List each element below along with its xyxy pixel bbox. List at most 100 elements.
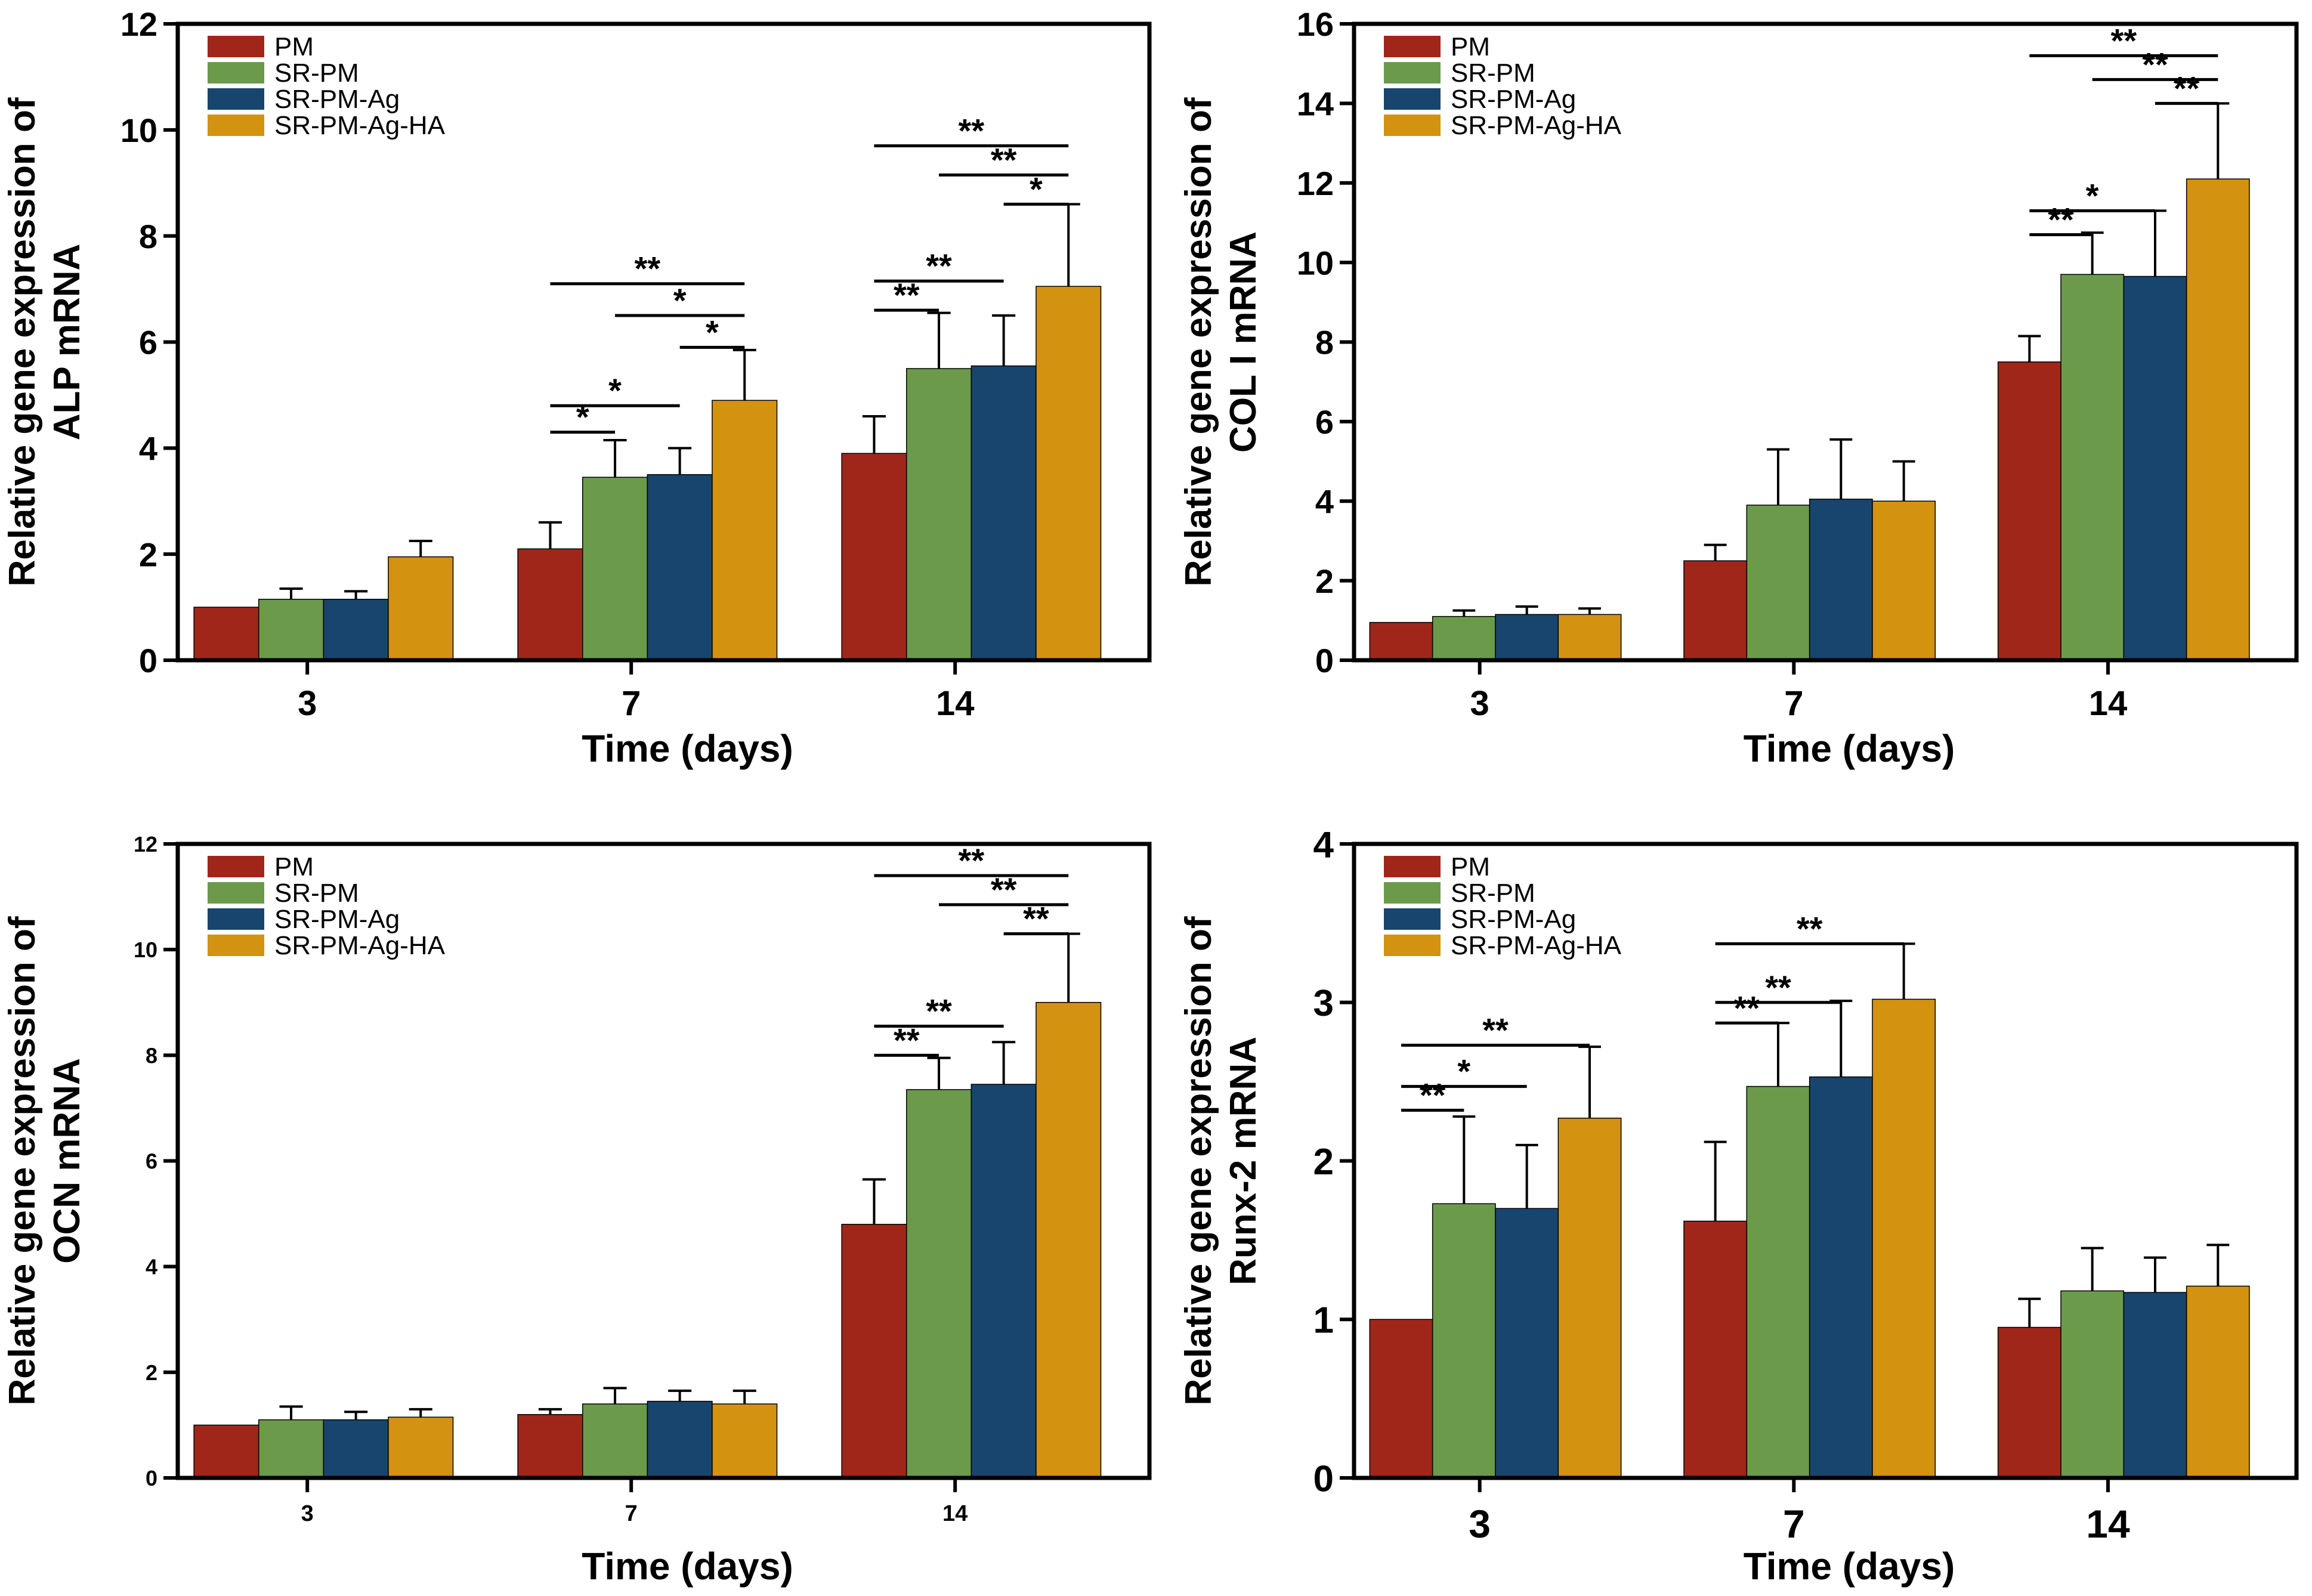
y-tick-label: 4 xyxy=(146,1255,157,1279)
bar-sr-pm-ag-ha-day-7 xyxy=(1872,500,1936,661)
bar-pm-day-7 xyxy=(1683,1220,1748,1479)
legend-label-sr-pm: SR-PM xyxy=(274,58,359,88)
y-tick-label: 10 xyxy=(1297,244,1334,282)
legend-label-sr-pm: SR-PM xyxy=(274,879,359,908)
legend-swatch-pm xyxy=(208,36,264,57)
significance-label: * xyxy=(1457,1053,1470,1090)
bar-sr-pm-ag-ha-day-7 xyxy=(1872,998,1936,1479)
legend-label-sr-pm-ag-ha: SR-PM-Ag-HA xyxy=(274,931,446,960)
legend-swatch-pm xyxy=(208,856,264,877)
legend-label-sr-pm: SR-PM xyxy=(1451,879,1535,908)
x-tick-label: 7 xyxy=(622,684,641,723)
significance-label: ** xyxy=(2111,21,2137,59)
y-axis-label-line2: OCN mRNA xyxy=(47,1058,88,1263)
y-axis-label-line1: Relative gene expression of xyxy=(2,97,43,586)
bar-sr-pm-ag-ha-day-3 xyxy=(388,1416,454,1479)
legend-label-sr-pm-ag: SR-PM-Ag xyxy=(1451,85,1576,114)
bar-sr-pm-ag-day-7 xyxy=(647,474,713,661)
legend-label-sr-pm-ag: SR-PM-Ag xyxy=(1451,905,1576,934)
legend-swatch-sr-pm-ag-ha xyxy=(208,115,264,136)
y-tick-label: 6 xyxy=(1315,403,1334,441)
bar-sr-pm-day-7 xyxy=(582,1403,648,1479)
legend-label-pm: PM xyxy=(1451,852,1490,881)
x-tick-label: 14 xyxy=(2086,1502,2130,1546)
bar-sr-pm-day-7 xyxy=(1746,1085,1810,1479)
y-tick-label: 3 xyxy=(1313,983,1334,1024)
bar-sr-pm-ag-day-14 xyxy=(2123,1292,2187,1479)
significance-label: ** xyxy=(2048,200,2074,238)
legend-swatch-sr-pm-ag-ha xyxy=(208,935,264,956)
legend-swatch-sr-pm xyxy=(1384,62,1441,83)
bar-pm-day-14 xyxy=(841,1224,907,1479)
y-axis-label-line2: COL I mRNA xyxy=(1223,231,1264,453)
legend-label-sr-pm: SR-PM xyxy=(1451,58,1535,88)
legend-swatch-pm xyxy=(1384,36,1441,57)
y-tick-label: 6 xyxy=(146,1149,157,1173)
legend-label-pm: PM xyxy=(1451,32,1490,61)
y-axis-label-line1: Relative gene expression of xyxy=(2,916,43,1405)
bar-sr-pm-day-3 xyxy=(258,1419,324,1479)
y-tick-label: 10 xyxy=(120,112,157,149)
significance-label: * xyxy=(673,282,687,319)
bar-sr-pm-ag-day-3 xyxy=(323,1419,389,1479)
significance-label: * xyxy=(576,398,589,436)
y-tick-label: 0 xyxy=(1313,1458,1334,1499)
x-tick-label: 3 xyxy=(1469,1502,1491,1546)
y-tick-label: 2 xyxy=(139,536,157,573)
bar-sr-pm-ag-day-3 xyxy=(1495,614,1559,661)
bar-sr-pm-ag-day-14 xyxy=(970,1084,1037,1479)
significance-label: * xyxy=(1030,170,1043,208)
bar-sr-pm-day-3 xyxy=(1432,1203,1496,1479)
y-tick-label: 2 xyxy=(1313,1142,1334,1183)
y-axis-label-line1: Relative gene expression of xyxy=(1178,97,1219,586)
bar-sr-pm-ag-day-14 xyxy=(2123,276,2187,661)
significance-label: * xyxy=(706,313,719,351)
y-tick-label: 12 xyxy=(134,832,157,856)
y-axis-label-line1: Relative gene expression of xyxy=(1178,916,1219,1405)
bar-pm-day-7 xyxy=(1683,560,1748,661)
y-tick-label: 0 xyxy=(1315,642,1334,679)
y-tick-label: 1 xyxy=(1313,1300,1334,1341)
legend-label-sr-pm-ag: SR-PM-Ag xyxy=(274,905,400,934)
bar-pm-day-3 xyxy=(193,1424,259,1479)
bar-sr-pm-ag-ha-day-3 xyxy=(388,556,454,661)
y-tick-label: 16 xyxy=(1297,5,1334,43)
y-tick-label: 14 xyxy=(1297,85,1334,123)
bar-pm-day-3 xyxy=(1369,1319,1433,1479)
x-axis-label: Time (days) xyxy=(1744,727,1955,770)
legend-label-sr-pm-ag-ha: SR-PM-Ag-HA xyxy=(1451,931,1622,960)
bar-sr-pm-ag-day-3 xyxy=(323,598,389,661)
y-tick-label: 2 xyxy=(1315,562,1334,600)
y-axis-label-line2: ALP mRNA xyxy=(47,244,88,441)
bar-pm-day-7 xyxy=(517,1413,583,1479)
legend-swatch-sr-pm-ag xyxy=(208,88,264,110)
y-tick-label: 0 xyxy=(139,642,157,679)
y-axis-label-line2: Runx-2 mRNA xyxy=(1223,1037,1264,1285)
y-tick-label: 12 xyxy=(120,5,157,43)
bar-sr-pm-day-3 xyxy=(258,598,324,661)
bar-pm-day-3 xyxy=(193,607,259,661)
bar-sr-pm-ag-day-3 xyxy=(1495,1208,1559,1479)
significance-label: ** xyxy=(959,842,985,879)
x-tick-label: 14 xyxy=(942,1501,968,1526)
bar-sr-pm-ag-ha-day-7 xyxy=(712,1403,778,1479)
bar-sr-pm-day-7 xyxy=(1746,505,1810,661)
x-axis-label: Time (days) xyxy=(582,1545,793,1588)
bar-sr-pm-day-14 xyxy=(2060,274,2125,661)
x-tick-label: 7 xyxy=(1783,1502,1805,1546)
significance-label: ** xyxy=(1482,1012,1509,1049)
bar-sr-pm-ag-ha-day-7 xyxy=(712,400,778,661)
legend-label-sr-pm-ag: SR-PM-Ag xyxy=(274,85,400,114)
significance-label: * xyxy=(2086,177,2099,214)
bar-sr-pm-day-7 xyxy=(582,477,648,661)
x-tick-label: 14 xyxy=(936,684,975,723)
y-tick-label: 4 xyxy=(1315,482,1334,520)
bar-sr-pm-ag-day-7 xyxy=(1809,1076,1873,1479)
bar-sr-pm-day-14 xyxy=(906,1089,972,1479)
x-axis-label: Time (days) xyxy=(582,727,793,770)
y-tick-label: 2 xyxy=(146,1360,157,1385)
